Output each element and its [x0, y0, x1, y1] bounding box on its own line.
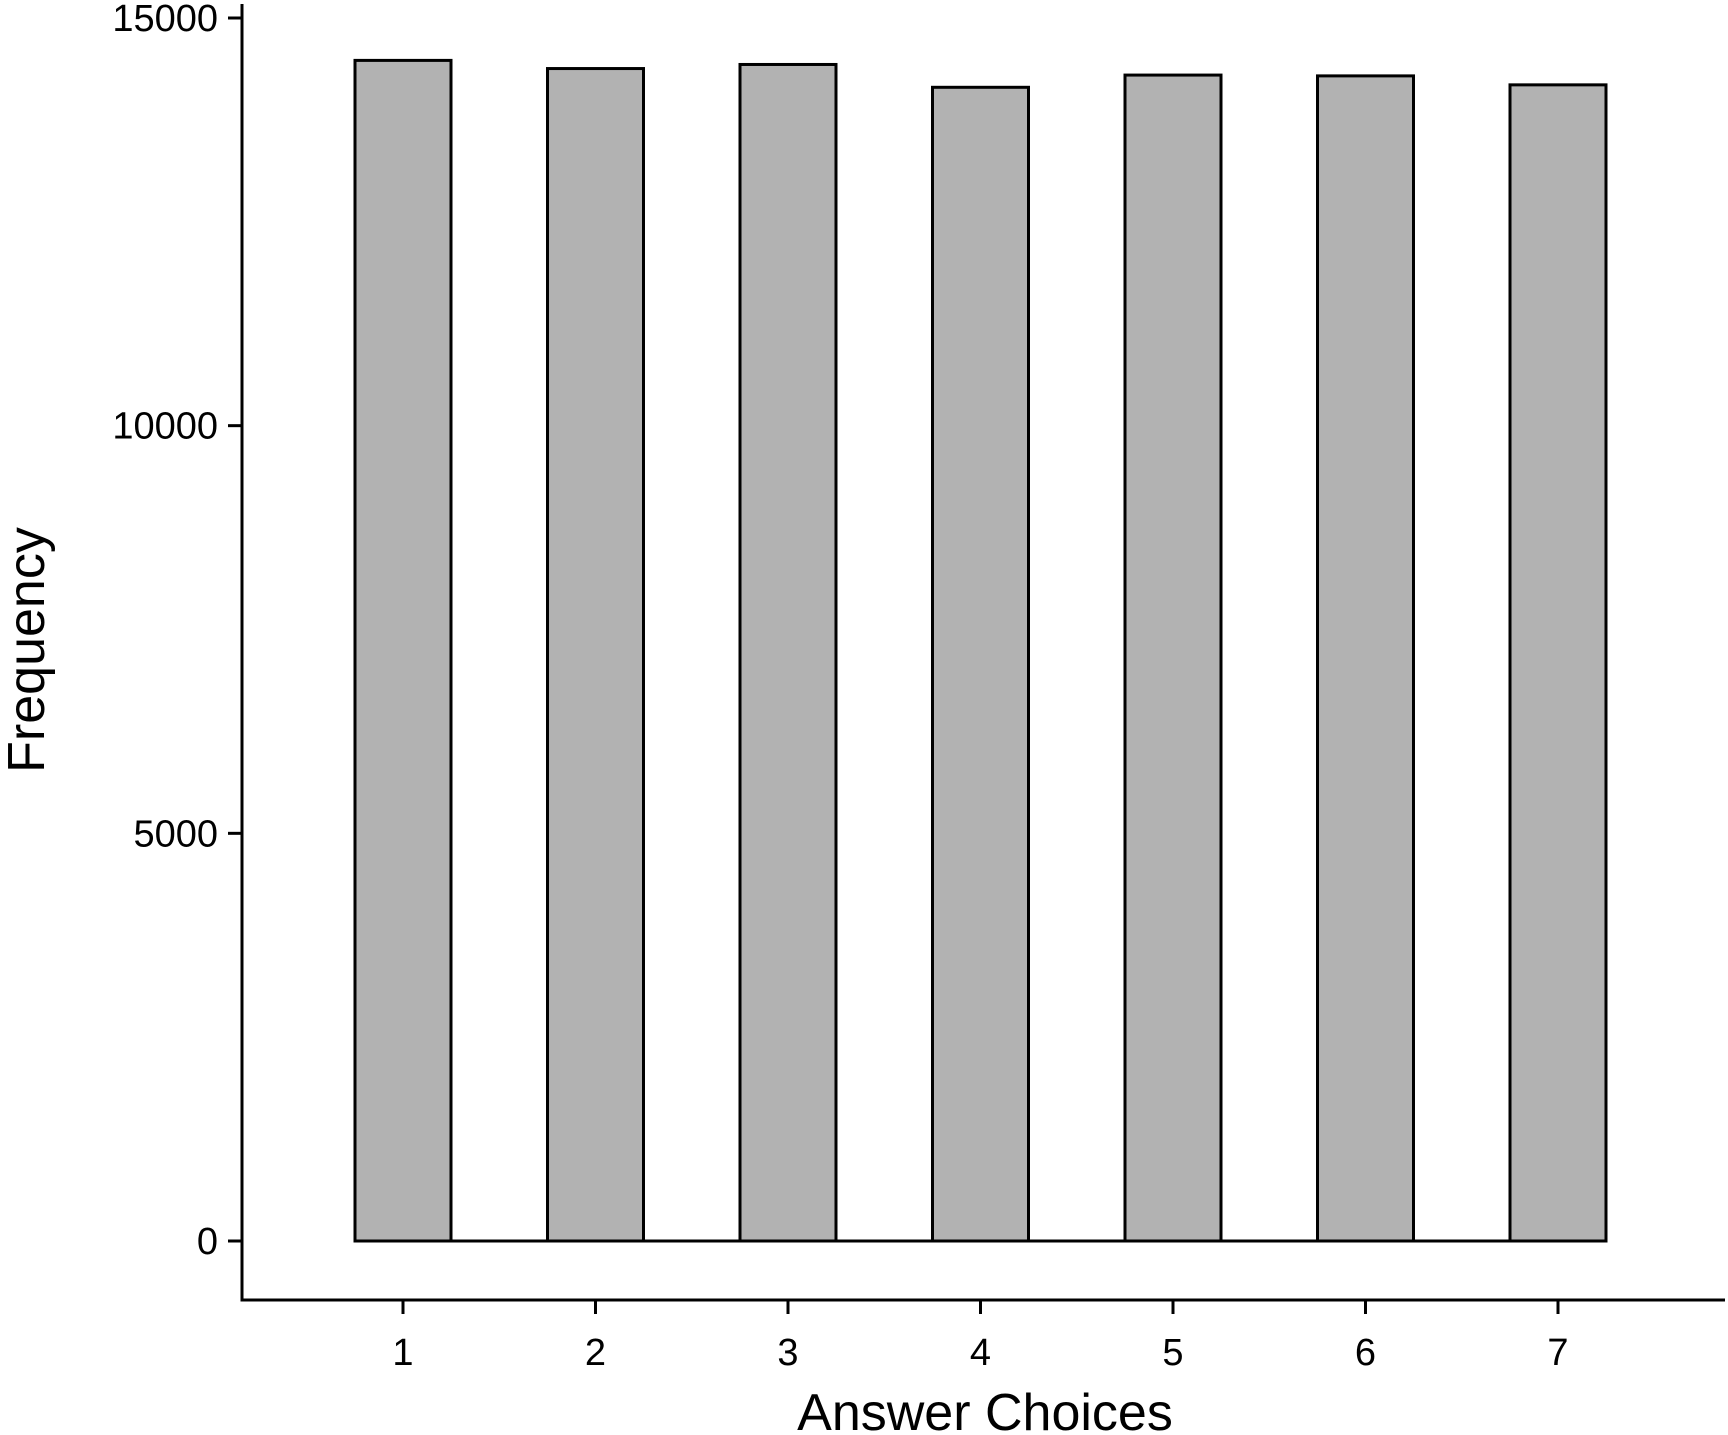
x-axis: 1 2 3 4 5 6 7 [240, 1298, 1725, 1374]
bar-6 [1316, 74, 1415, 1243]
bar-1 [353, 58, 453, 1243]
x-tick-label: 6 [1355, 1332, 1376, 1374]
y-tick-label: 10000 [112, 406, 218, 448]
y-tick-label: 5000 [133, 813, 218, 855]
y-tick-label: 15000 [112, 0, 218, 40]
bar-3 [738, 62, 838, 1243]
x-tick-label: 3 [777, 1332, 798, 1374]
bars-group [353, 58, 1608, 1243]
bar-7 [1508, 83, 1608, 1243]
x-tick-label: 7 [1547, 1332, 1568, 1374]
x-axis-title: Answer Choices [797, 1384, 1173, 1435]
y-tick-label: 0 [197, 1221, 218, 1263]
y-axis-title: Frequency [0, 527, 56, 773]
x-tick-label: 2 [585, 1332, 606, 1374]
x-tick-label: 1 [392, 1332, 413, 1374]
bar-2 [546, 67, 645, 1243]
y-axis: 0 5000 10000 15000 [112, 0, 244, 1302]
x-tick-label: 4 [970, 1332, 991, 1374]
x-tick-label: 5 [1162, 1332, 1183, 1374]
bar-5 [1123, 73, 1223, 1243]
bar-4 [931, 85, 1030, 1243]
